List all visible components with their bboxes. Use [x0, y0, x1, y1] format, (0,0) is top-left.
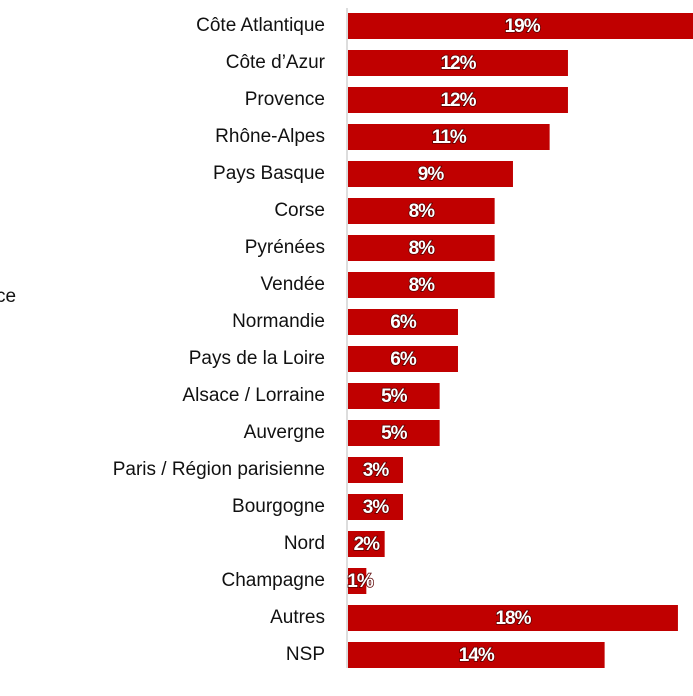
bar — [348, 87, 568, 113]
value-label: 6% — [390, 349, 417, 370]
value-label: 5% — [381, 386, 408, 407]
category-label: Paris / Région parisienne — [113, 459, 325, 480]
bar — [348, 309, 458, 335]
bar — [348, 568, 367, 594]
value-label: 19% — [505, 16, 541, 37]
category-label: Autres — [270, 607, 325, 628]
bar — [348, 161, 513, 187]
category-label: Pays Basque — [213, 163, 325, 184]
bar — [348, 605, 678, 631]
value-label: 8% — [409, 201, 436, 222]
value-label: 2% — [354, 534, 381, 555]
category-label: Alsace / Lorraine — [182, 385, 325, 406]
bar — [348, 420, 440, 446]
bar — [348, 50, 568, 76]
category-label: Bourgogne — [232, 496, 325, 517]
bar — [348, 457, 403, 483]
category-label: Pyrénées — [245, 237, 325, 258]
category-label: Côte d’Azur — [226, 52, 326, 73]
bar — [348, 531, 385, 557]
bar — [348, 494, 403, 520]
category-label: NSP — [286, 644, 325, 665]
annotation: ce — [0, 286, 16, 307]
category-label: Rhône-Alpes — [215, 126, 325, 147]
bar — [348, 346, 458, 372]
category-label: Champagne — [221, 570, 325, 591]
bar — [348, 383, 440, 409]
value-label: 1% — [347, 571, 374, 592]
bar — [348, 642, 605, 668]
category-label: Provence — [245, 89, 325, 110]
category-label: Côte Atlantique — [196, 15, 325, 36]
value-label: 9% — [418, 164, 445, 185]
value-label: 12% — [440, 53, 476, 74]
category-label: Auvergne — [244, 422, 325, 443]
category-label: Corse — [274, 200, 325, 221]
category-label: Nord — [284, 533, 325, 554]
value-label: 18% — [495, 608, 531, 629]
bar — [348, 235, 495, 261]
value-label: 14% — [459, 645, 495, 666]
category-label: Vendée — [261, 274, 325, 295]
category-label: Normandie — [232, 311, 325, 332]
bar — [348, 124, 550, 150]
bar — [348, 272, 495, 298]
value-label: 11% — [432, 127, 467, 148]
category-label: Pays de la Loire — [189, 348, 325, 369]
value-label: 8% — [409, 275, 436, 296]
value-label: 8% — [409, 238, 436, 259]
value-label: 6% — [390, 312, 417, 333]
value-label: 3% — [363, 460, 390, 481]
value-label: 12% — [440, 90, 476, 111]
value-label: 5% — [381, 423, 408, 444]
bar — [348, 198, 495, 224]
value-label: 3% — [363, 497, 390, 518]
bar — [348, 13, 693, 39]
